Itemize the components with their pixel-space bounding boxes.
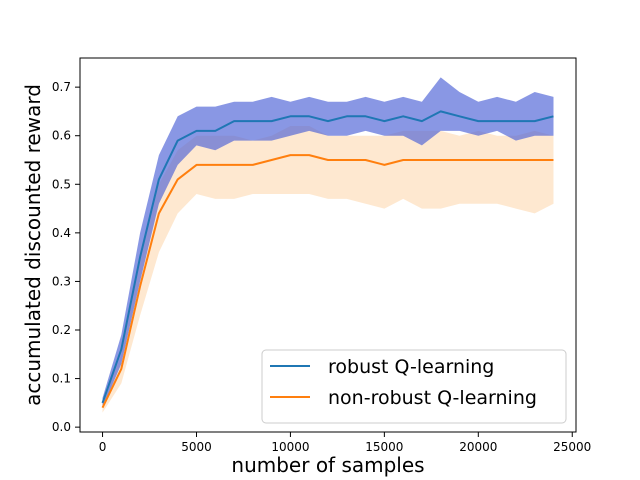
- y-tick-label: 0.1: [52, 372, 71, 386]
- y-tick-label: 0.6: [52, 129, 71, 143]
- x-axis-label: number of samples: [231, 453, 424, 477]
- x-tick-label: 10000: [271, 440, 309, 454]
- y-axis-label: accumulated discounted reward: [21, 84, 45, 406]
- plot-area-frame: [79, 57, 577, 433]
- confidence-bands: [102, 77, 554, 413]
- x-tick-label: 20000: [459, 440, 497, 454]
- y-tick-label: 0.3: [52, 274, 71, 288]
- x-axis-ticks: 0 5000 10000 15000 20000 25000: [99, 432, 591, 454]
- line-non-robust: [101, 154, 554, 409]
- line-robust: [101, 110, 554, 404]
- x-tick-label: 5000: [181, 440, 212, 454]
- band-robust: [102, 77, 554, 408]
- x-tick-label: 25000: [553, 440, 591, 454]
- legend-label-non-robust: non-robust Q-learning: [328, 387, 537, 409]
- legend-label-robust: robust Q-learning: [328, 356, 494, 378]
- y-tick-label: 0.0: [52, 420, 71, 434]
- series-lines: [101, 110, 554, 409]
- x-tick-label: 0: [99, 440, 107, 454]
- legend: robust Q-learning non-robust Q-learning: [261, 349, 567, 424]
- y-tick-label: 0.7: [52, 80, 71, 94]
- band-non-robust: [102, 126, 554, 413]
- y-tick-label: 0.2: [52, 323, 71, 337]
- y-axis-ticks: 0.0 0.1 0.2 0.3 0.4 0.5 0.6 0.7: [52, 80, 80, 434]
- y-tick-label: 0.5: [52, 177, 71, 191]
- legend-box: [261, 349, 567, 424]
- x-tick-label: 15000: [365, 440, 403, 454]
- y-tick-label: 0.4: [52, 226, 71, 240]
